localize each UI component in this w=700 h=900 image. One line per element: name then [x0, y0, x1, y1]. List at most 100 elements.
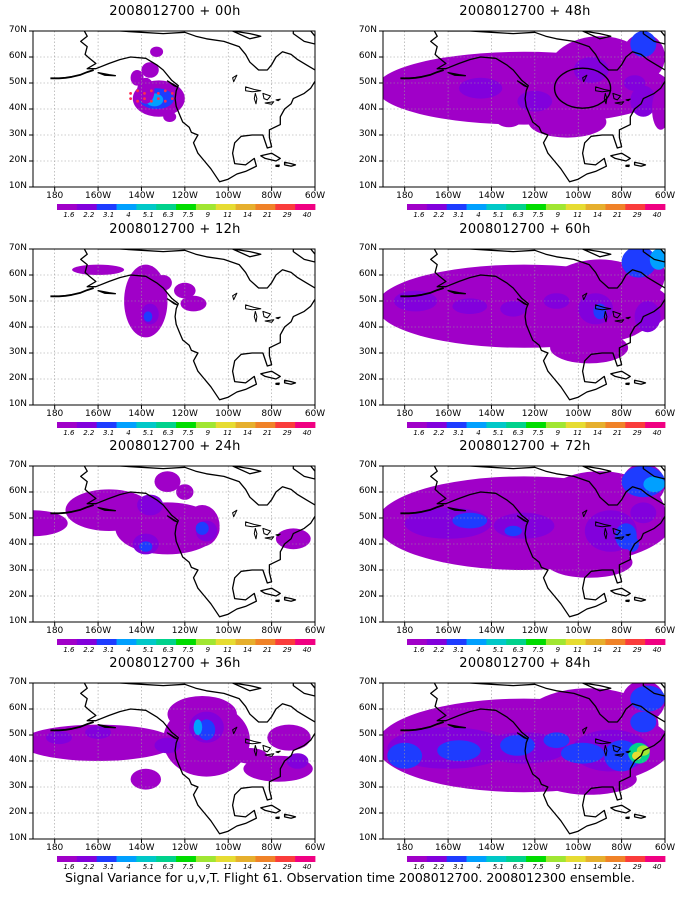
shaded-field: [383, 466, 665, 622]
colorbar-swatch: [585, 639, 606, 645]
lake-outline: [264, 753, 275, 757]
panel-title: 2008012700 + 12h: [109, 222, 241, 237]
field-contour: [504, 525, 522, 537]
longitude-label: 100W: [215, 409, 242, 419]
colorbar-swatch: [96, 422, 117, 428]
island-outline: [231, 466, 262, 475]
colorbar-swatch: [195, 204, 217, 210]
colorbar-label: 21: [612, 211, 622, 219]
colorbar-label: 4: [476, 429, 481, 437]
latitude-label: 20N: [358, 807, 377, 817]
latitude-label: 60N: [8, 269, 27, 279]
colorbar-swatch: [96, 204, 117, 210]
island-outline: [633, 813, 647, 819]
panel-title: 2008012700 + 24h: [109, 439, 241, 454]
longitude-label: 160W: [435, 843, 462, 853]
longitude-label: 120W: [171, 409, 198, 419]
coastline: [430, 466, 665, 618]
colorbar-swatch: [156, 422, 177, 428]
island-outline: [516, 732, 528, 740]
colorbar-swatch: [426, 639, 448, 645]
colorbar-swatch: [235, 204, 256, 210]
field-contour: [437, 740, 481, 761]
aleutian-islands: [50, 69, 94, 80]
colorbar-label: 9: [555, 429, 561, 437]
observation-marker: [170, 92, 174, 95]
longitude-label: 80W: [611, 191, 632, 201]
colorbar-label: 11: [573, 211, 583, 219]
colorbar-label: 29: [632, 646, 642, 654]
colorbar-swatch: [526, 204, 547, 210]
colorbar-label: 29: [282, 429, 292, 437]
island-outline: [231, 683, 262, 692]
colorbar-swatch: [116, 639, 137, 645]
colorbar-label: 3.1: [103, 211, 115, 219]
map-panel: 2008012700 + 84h 70N 60N 50N 40N 30N 20N 10N 180…: [350, 652, 700, 877]
island-outline: [516, 298, 528, 306]
colorbar-swatch: [506, 856, 527, 862]
island-outline: [283, 379, 297, 385]
colorbar-swatch: [176, 422, 197, 428]
longitude-label: 100W: [215, 191, 242, 201]
island-outline: [275, 382, 280, 386]
longitude-label: 80W: [261, 843, 282, 853]
island-outline: [260, 804, 281, 814]
colorbar-label: 6.3: [162, 863, 174, 871]
lake-outline: [614, 753, 625, 757]
colorbar-swatch: [215, 422, 237, 428]
coastline: [430, 31, 665, 183]
latitude-label: 30N: [8, 347, 27, 357]
colorbar-swatch: [295, 204, 316, 210]
island-outline: [166, 732, 178, 740]
latitude-label: 60N: [358, 51, 377, 61]
colorbar-swatch: [625, 204, 646, 210]
latitude-label: 40N: [358, 755, 377, 765]
map-panel: 2008012700 + 60h 70N 60N 50N 40N 30N 20N 10N 180…: [350, 218, 700, 443]
colorbar-swatch: [585, 856, 606, 862]
map-canvas: [379, 465, 666, 645]
field-contour: [452, 298, 488, 314]
field-contour: [232, 748, 268, 764]
colorbar-swatch: [295, 856, 316, 862]
island-outline: [633, 596, 647, 602]
longitude-label: 60W: [304, 843, 326, 853]
colorbar-label: 14: [593, 211, 602, 219]
island-outline: [633, 379, 647, 385]
colorbar-swatch: [295, 639, 316, 645]
longitude-label: 80W: [261, 191, 282, 201]
colorbar-label: 5.1: [492, 646, 504, 654]
field-contour: [528, 106, 607, 138]
lake-outline: [614, 101, 625, 105]
field-contour: [154, 471, 181, 492]
lake-outline: [245, 521, 262, 528]
field-contour: [543, 732, 570, 748]
lake-outline: [625, 750, 631, 754]
island-outline: [625, 382, 630, 386]
map-panel: 2008012700 + 00h 70N 60N 50N 40N 30N 20N 10N 180…: [0, 0, 350, 225]
lake-outline: [245, 738, 262, 745]
observation-marker: [157, 97, 160, 100]
latitude-label: 70N: [8, 243, 27, 253]
colorbar-label: 2.2: [83, 863, 95, 871]
longitude-label: 160W: [85, 843, 112, 853]
shaded-field: [33, 683, 315, 839]
colorbar-label: 21: [612, 863, 622, 871]
colorbar-label: 29: [632, 429, 642, 437]
latitude-label: 70N: [358, 243, 377, 253]
colorbar-swatch: [136, 856, 157, 862]
colorbar-swatch: [255, 639, 276, 645]
longitude-label: 60W: [304, 191, 326, 201]
colorbar-label: 29: [282, 211, 292, 219]
latitude-label: 20N: [8, 590, 27, 600]
colorbar-label: 3.1: [103, 863, 115, 871]
island-outline: [275, 599, 280, 603]
lake-outline: [612, 744, 621, 753]
field-contour: [543, 293, 570, 309]
colorbar-swatch: [96, 639, 117, 645]
colorbar-swatch: [176, 204, 197, 210]
island-outline: [97, 723, 117, 729]
lake-outline: [582, 292, 588, 301]
coastline: [80, 466, 315, 618]
colorbar-label: 2.2: [433, 211, 445, 219]
longitude-label: 60W: [304, 626, 326, 636]
